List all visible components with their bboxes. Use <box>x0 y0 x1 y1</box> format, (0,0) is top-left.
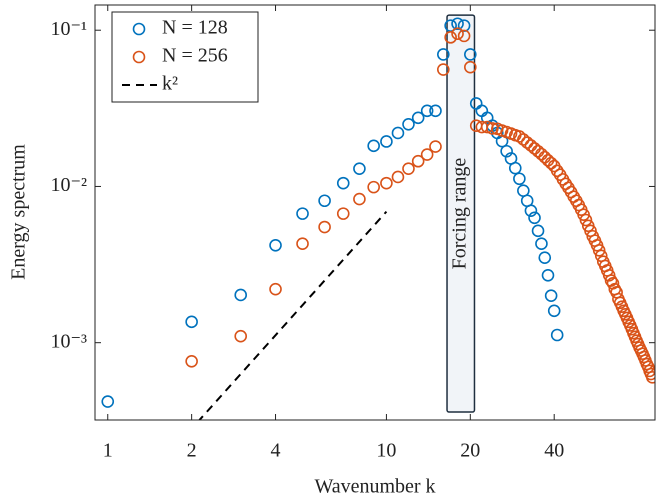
data-point <box>610 286 623 299</box>
data-point <box>464 60 477 74</box>
data-point <box>402 162 415 175</box>
data-point <box>353 192 366 206</box>
data-point <box>380 176 393 190</box>
data-point <box>602 268 616 282</box>
data-point <box>234 288 248 302</box>
x-tick-label: 4 <box>271 440 281 462</box>
x-axis-label: Wavenumber k <box>314 476 435 498</box>
data-point <box>420 148 434 161</box>
data-point <box>367 180 380 194</box>
data-point <box>318 194 331 208</box>
data-point <box>411 154 425 168</box>
data-point <box>579 213 593 227</box>
data-point <box>550 164 564 178</box>
y-tick-label: 10⁻³ <box>50 330 87 352</box>
data-point <box>451 27 464 40</box>
data-point <box>391 126 405 140</box>
data-point <box>646 371 655 384</box>
data-point <box>336 207 350 220</box>
data-point <box>538 251 552 264</box>
data-point <box>402 117 415 131</box>
data-point <box>541 268 555 282</box>
data-point <box>528 211 541 225</box>
data-point <box>547 304 561 318</box>
data-point <box>524 204 538 217</box>
data-point <box>380 135 393 148</box>
y-axis-label: Energy spectrum <box>8 144 30 280</box>
data-point <box>550 328 564 342</box>
legend-marker <box>132 22 146 36</box>
data-point <box>451 17 464 31</box>
x-tick-label: 1 <box>103 440 113 462</box>
x-tick-label: 10 <box>376 440 396 462</box>
data-point <box>531 144 545 158</box>
data-point <box>234 329 248 343</box>
legend-box <box>111 11 259 103</box>
data-point <box>185 355 198 368</box>
data-point <box>592 244 606 257</box>
data-point <box>508 161 522 175</box>
data-point <box>391 170 405 184</box>
data-point <box>643 364 655 378</box>
data-point <box>544 156 558 170</box>
annotation-text: Forcing range <box>448 158 470 270</box>
legend-label: k² <box>162 73 178 95</box>
data-point <box>296 237 309 251</box>
data-point <box>269 239 282 252</box>
x-tick-label: 2 <box>187 440 197 462</box>
data-point <box>531 224 545 238</box>
data-point <box>535 237 548 251</box>
data-point <box>367 139 380 153</box>
legend-label: N = 256 <box>162 45 228 67</box>
data-point <box>517 133 530 146</box>
legend-marker <box>132 50 146 64</box>
data-point <box>513 172 526 186</box>
data-point <box>437 63 450 76</box>
data-point <box>296 207 309 220</box>
data-point <box>513 130 526 143</box>
data-point <box>185 315 198 329</box>
forcing-range-box <box>446 14 476 413</box>
data-point <box>101 395 115 408</box>
data-point <box>420 104 434 118</box>
data-point <box>411 111 425 125</box>
data-point <box>444 31 457 44</box>
data-point <box>644 367 655 381</box>
data-point <box>429 104 442 118</box>
data-point <box>486 122 499 135</box>
x-tick-label: 20 <box>460 440 480 462</box>
x-tick-label: 40 <box>544 440 564 462</box>
data-point <box>269 282 282 296</box>
data-point <box>336 176 350 190</box>
data-point <box>464 48 477 61</box>
data-point <box>437 48 450 61</box>
y-tick-label: 10⁻¹ <box>50 18 87 40</box>
data-point <box>538 150 552 164</box>
data-point <box>318 220 331 234</box>
y-tick-label: 10⁻² <box>50 174 87 196</box>
data-point <box>544 289 558 302</box>
reference-line <box>198 210 388 420</box>
data-point <box>429 140 442 153</box>
data-point <box>457 29 471 43</box>
legend-label: N = 128 <box>162 17 228 39</box>
axes-box <box>94 4 656 421</box>
data-point <box>535 147 548 161</box>
data-point <box>353 162 366 175</box>
